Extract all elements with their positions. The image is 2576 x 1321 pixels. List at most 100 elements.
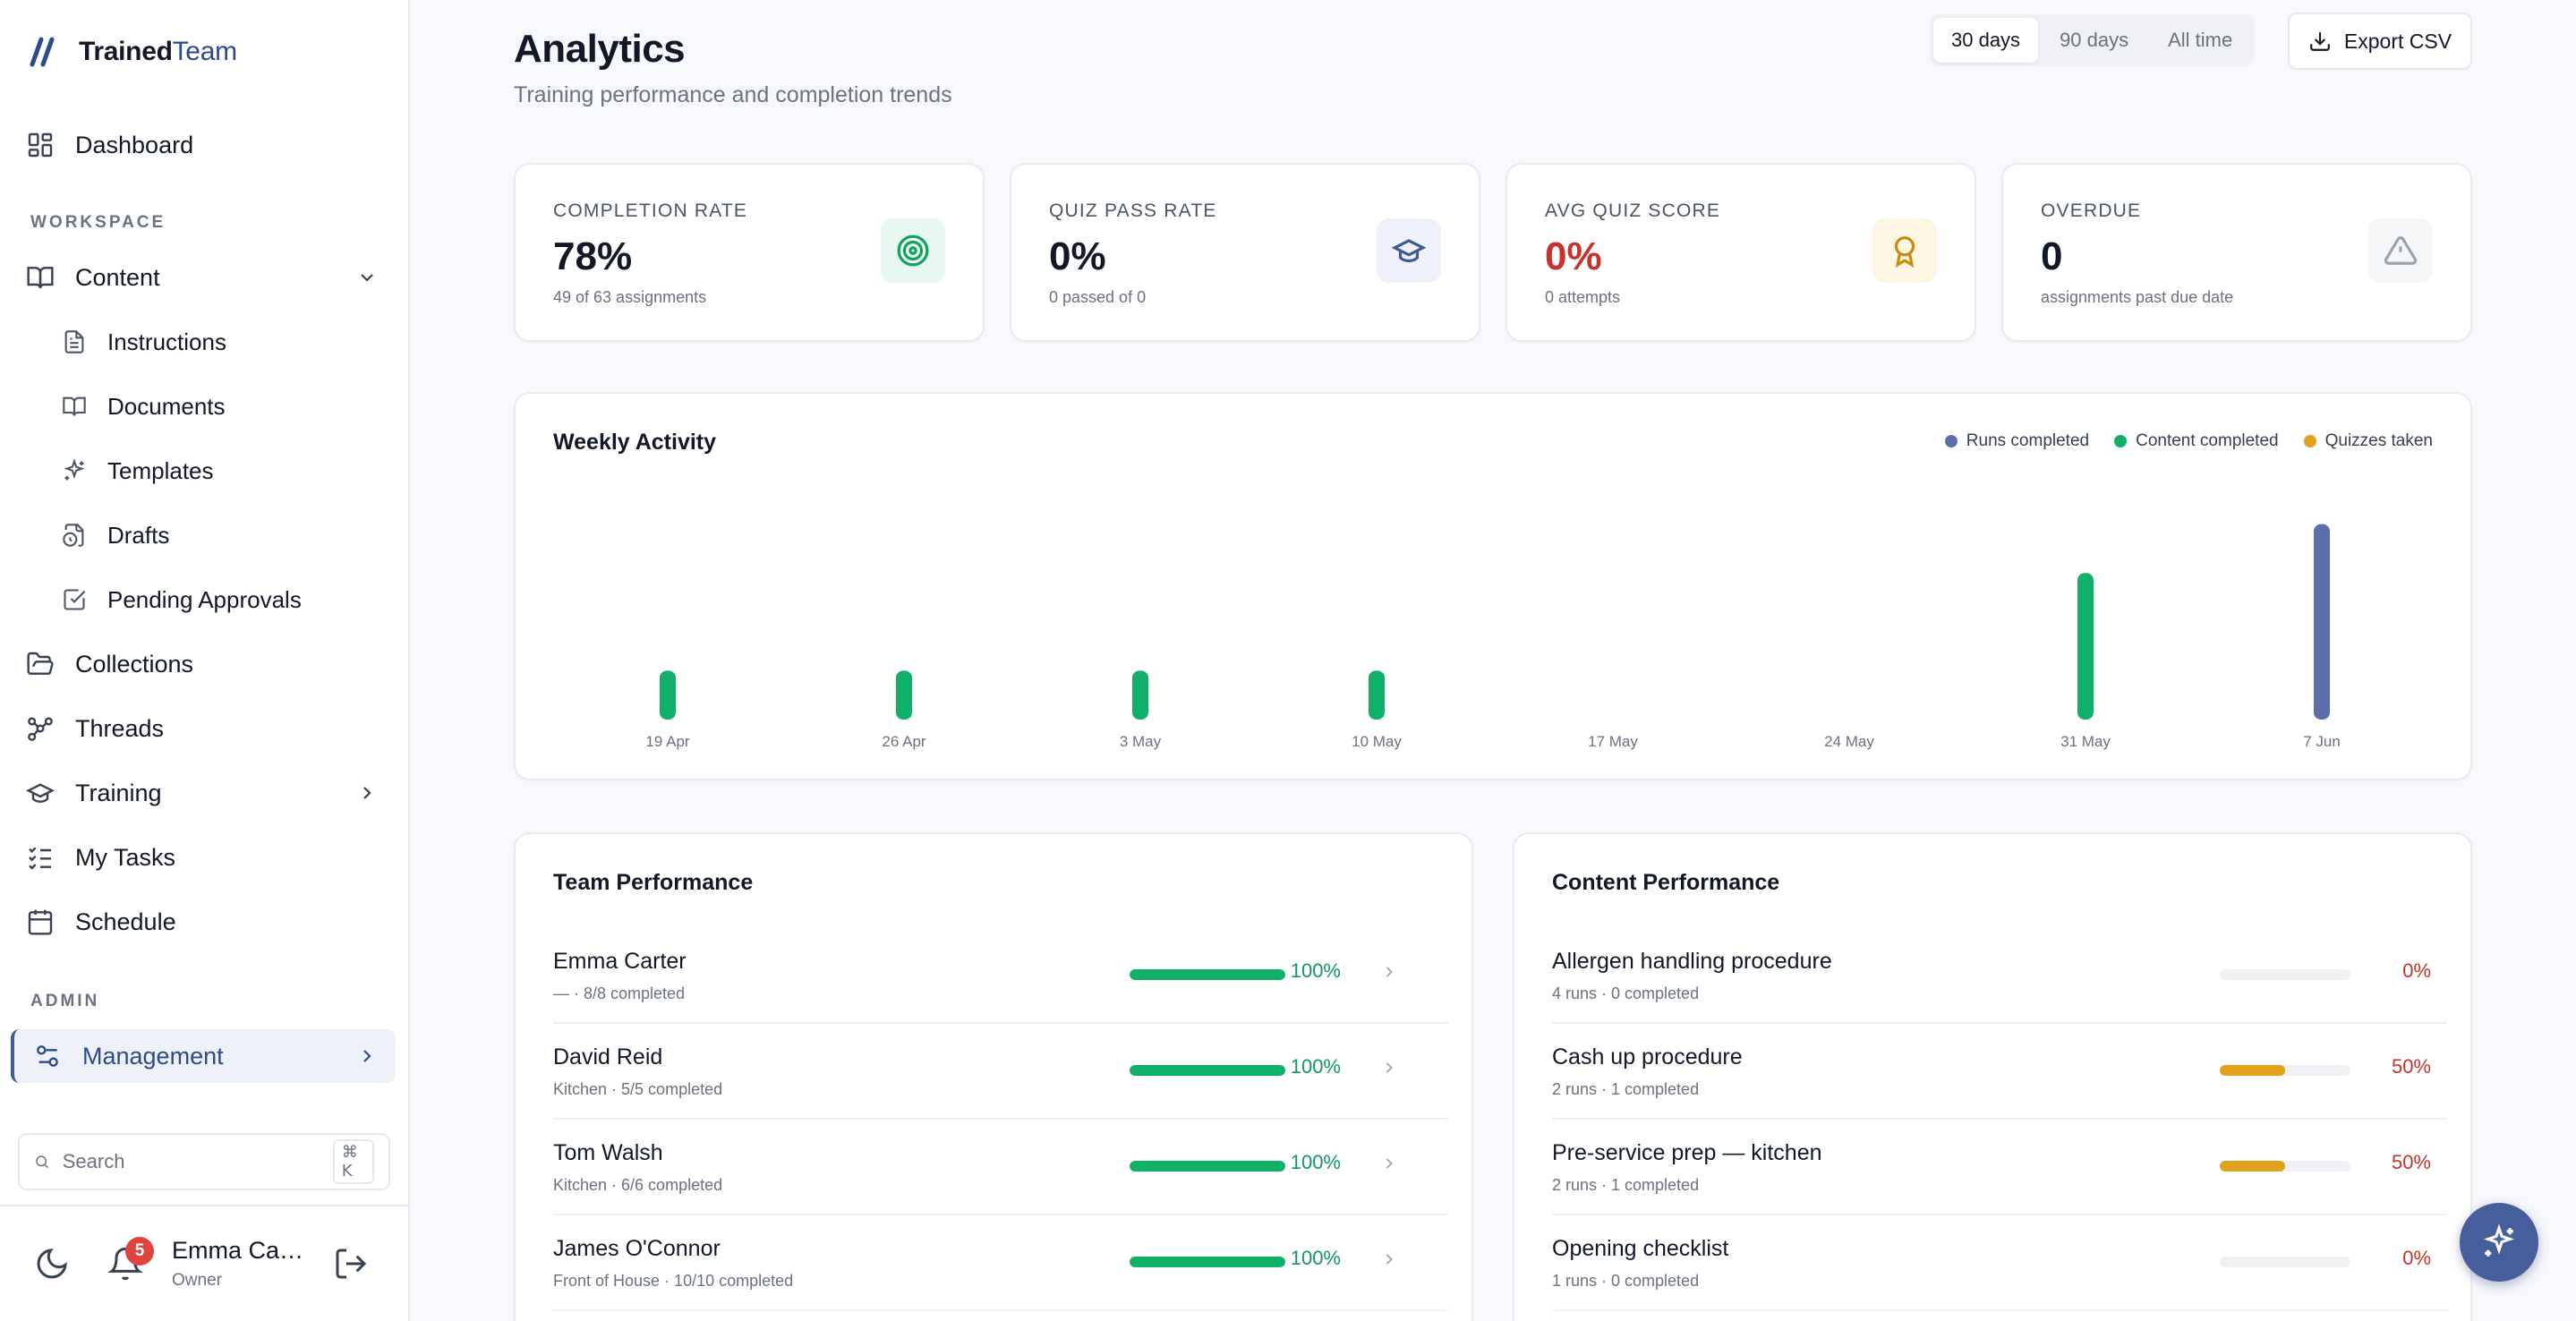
bell-icon[interactable]: [107, 1246, 143, 1282]
x-tick-label: 31 May: [2060, 733, 2111, 750]
row-percentage: 50%: [2391, 1151, 2431, 1173]
chevron-right-icon[interactable]: [1380, 1059, 1398, 1077]
check-square-icon: [61, 586, 88, 613]
team-row[interactable]: James O'Connor Front of House · 10/10 com…: [553, 1216, 1448, 1311]
export-label: Export CSV: [2343, 29, 2452, 53]
sliders-icon: [32, 1041, 63, 1071]
sidebar-item-instructions[interactable]: Instructions: [47, 315, 396, 369]
row-sub: 1 runs · 0 completed: [1552, 1272, 1700, 1290]
sidebar-item-management[interactable]: Management: [11, 1029, 396, 1083]
card-title: Content Performance: [1552, 870, 1780, 895]
range-90-days-button[interactable]: 90 days: [2042, 18, 2146, 63]
row-sub: Front of House · 10/10 completed: [553, 1272, 794, 1290]
chevron-right-icon[interactable]: [1380, 963, 1398, 981]
brand[interactable]: TrainedTeam: [27, 32, 237, 72]
progress-bar: [2220, 1257, 2350, 1267]
legend-dot: [1944, 435, 1958, 447]
bar-content-completed[interactable]: [2077, 573, 2094, 720]
section-label-workspace: WORKSPACE: [30, 213, 166, 232]
row-name: Opening checklist: [1552, 1236, 1729, 1261]
bar-content-completed[interactable]: [1132, 670, 1148, 720]
sidebar-item-pending-approvals[interactable]: Pending Approvals: [47, 573, 396, 626]
sidebar-item-schedule[interactable]: Schedule: [11, 895, 396, 949]
content-row[interactable]: Allergen handling procedure 4 runs · 0 co…: [1552, 929, 2447, 1024]
export-csv-button[interactable]: Export CSV: [2288, 13, 2472, 70]
row-name: James O'Connor: [553, 1236, 721, 1261]
sidebar-item-drafts[interactable]: Drafts: [47, 508, 396, 562]
team-row[interactable]: Tom Walsh Kitchen · 6/6 completed 100%: [553, 1121, 1448, 1215]
sidebar-item-collections[interactable]: Collections: [11, 637, 396, 691]
chevron-down-icon[interactable]: [356, 267, 378, 288]
sidebar-item-label: Drafts: [107, 521, 170, 549]
content-row[interactable]: Pre-service prep — kitchen 2 runs · 1 com…: [1552, 1121, 2447, 1215]
date-range-toggle: 30 days 90 days All time: [1930, 14, 2255, 66]
sidebar-item-label: Pending Approvals: [107, 585, 302, 613]
bar-content-completed[interactable]: [896, 670, 912, 720]
content-row[interactable]: Opening checklist 1 runs · 0 completed 0%: [1552, 1216, 2447, 1311]
progress-bar: [1130, 1065, 1285, 1076]
sidebar-item-my-tasks[interactable]: My Tasks: [11, 831, 396, 884]
ai-assistant-button[interactable]: [2460, 1203, 2538, 1282]
dashboard-icon: [25, 130, 55, 160]
x-tick-label: 17 May: [1588, 733, 1638, 750]
log-out-icon[interactable]: [333, 1246, 369, 1282]
target-icon: [881, 218, 945, 283]
kpi-label: COMPLETION RATE: [553, 200, 748, 221]
bar-content-completed[interactable]: [1369, 670, 1385, 720]
weekly-activity-chart: 19 Apr 26 Apr 3 May 10 May 17 May 24 May 31 Ma…: [645, 524, 2341, 750]
row-sub: Kitchen · 5/5 completed: [553, 1080, 723, 1098]
search-shortcut: ⌘ K: [332, 1139, 374, 1184]
bar-content-completed[interactable]: [660, 670, 676, 720]
file-text-icon: [61, 328, 88, 355]
x-tick-label: 10 May: [1352, 733, 1402, 750]
progress-bar: [2220, 1065, 2350, 1076]
graduation-cap-icon: [1377, 218, 1441, 283]
sparkles-icon: [61, 457, 88, 484]
chevron-right-icon[interactable]: [356, 782, 378, 804]
sidebar-item-label: Management: [82, 1042, 224, 1070]
book-open-icon: [25, 262, 55, 293]
progress-bar: [2220, 969, 2350, 980]
moon-icon[interactable]: [34, 1246, 70, 1282]
page-title: Analytics: [514, 27, 686, 71]
list-checks-icon: [25, 842, 55, 873]
search-box[interactable]: ⌘ K: [18, 1133, 390, 1190]
sidebar-item-label: Training: [75, 779, 162, 806]
sidebar-item-content[interactable]: Content: [11, 251, 396, 304]
search-input[interactable]: [62, 1150, 320, 1173]
award-icon: [1872, 218, 1937, 283]
legend-item-runs: Runs completed: [1944, 431, 2089, 451]
legend-item-quizzes: Quizzes taken: [2303, 431, 2433, 451]
user-name[interactable]: Emma Car...: [172, 1237, 306, 1264]
chevron-right-icon[interactable]: [1380, 1250, 1398, 1268]
chevron-right-icon[interactable]: [1380, 1155, 1398, 1172]
bar-runs-completed[interactable]: [2314, 524, 2330, 720]
kpi-sub: assignments past due date: [2041, 288, 2234, 306]
sidebar-item-templates[interactable]: Templates: [47, 444, 396, 498]
team-row[interactable]: Emma Carter — · 8/8 completed 100%: [553, 929, 1448, 1024]
content-row[interactable]: Cash up procedure 2 runs · 1 completed 50%: [1552, 1025, 2447, 1120]
user-role: Owner: [172, 1271, 222, 1290]
sidebar-item-label: Threads: [75, 714, 165, 742]
sidebar-item-dashboard[interactable]: Dashboard: [11, 118, 396, 172]
sidebar: TrainedTeam Dashboard WORKSPACE Content …: [0, 0, 410, 1321]
content-performance-card: Content Performance Allergen handling pr…: [1513, 832, 2472, 1321]
row-percentage: 0%: [2402, 1247, 2431, 1269]
row-name: David Reid: [553, 1044, 663, 1070]
row-sub: — · 8/8 completed: [553, 984, 686, 1002]
row-percentage: 50%: [2391, 1055, 2431, 1078]
row-percentage: 100%: [1290, 1151, 1341, 1173]
sidebar-item-label: Content: [75, 263, 160, 291]
range-30-days-button[interactable]: 30 days: [1933, 18, 2039, 63]
x-tick-label: 24 May: [1824, 733, 1874, 750]
kpi-card-avg-quiz-score: AVG QUIZ SCORE 0% 0 attempts: [1506, 163, 1976, 342]
sidebar-item-documents[interactable]: Documents: [47, 379, 396, 433]
progress-bar: [1130, 969, 1285, 980]
sidebar-item-threads[interactable]: Threads: [11, 702, 396, 755]
row-name: Tom Walsh: [553, 1140, 663, 1165]
kpi-card-quiz-pass-rate: QUIZ PASS RATE 0% 0 passed of 0: [1010, 163, 1480, 342]
range-all-time-button[interactable]: All time: [2150, 18, 2250, 63]
sidebar-item-training[interactable]: Training: [11, 766, 396, 820]
team-row[interactable]: David Reid Kitchen · 5/5 completed 100%: [553, 1025, 1448, 1120]
chevron-right-icon[interactable]: [356, 1045, 378, 1067]
